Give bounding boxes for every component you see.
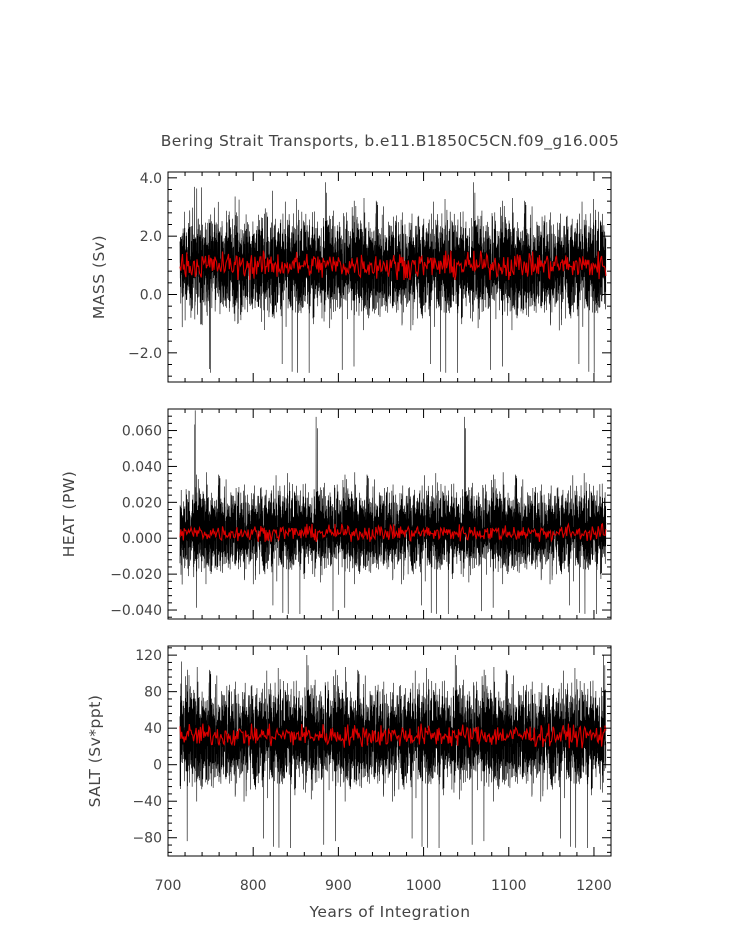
salt-ytick-label: 80 [144,685,162,701]
salt-ytick-label: 0 [153,758,162,774]
salt-ticks: −80 −40 0 40 80 120 [132,646,612,856]
salt-ylabel: SALT (Sv*ppt) [86,695,104,808]
x-tick-label: 800 [240,878,267,894]
heat-ytick-label: 0.020 [122,495,162,511]
chart-title: Bering Strait Transports, b.e11.B1850C5C… [161,132,619,151]
x-axis: 700 800 900 1000 1100 1200 [155,878,612,894]
heat-ytick-label: 0.060 [122,424,162,440]
heat-ytick-label: 0.000 [122,531,162,547]
mass-ytick-label: −2.0 [128,346,162,362]
heat-series-layer [179,410,607,615]
salt-ytick-label: −40 [132,794,162,810]
x-tick-label: 900 [325,878,352,894]
mass-ticks: −2.0 0.0 2.0 4.0 [128,171,612,382]
salt-series-layer [179,654,607,848]
mass-series-layer [179,182,607,373]
heat-ytick-label: −0.040 [110,603,162,619]
mass-panel: −2.0 0.0 2.0 4.0 MASS (Sv) [90,171,612,383]
salt-annual-mean-line [179,723,607,749]
mass-monthly-series-line [179,182,607,373]
heat-frame [167,408,612,620]
x-tick-label: 1100 [491,878,527,894]
mass-ytick-label: 2.0 [140,229,162,245]
salt-monthly-series-line [179,654,607,848]
heat-ticks: −0.040 −0.020 0.000 0.020 0.040 0.060 [110,408,612,619]
heat-monthly-series-line [179,410,607,615]
x-tick-label: 1200 [576,878,612,894]
salt-panel: −80 −40 0 40 80 120 SALT (Sv*ppt) [86,645,612,857]
mass-ylabel: MASS (Sv) [90,235,108,319]
salt-frame [167,645,612,857]
salt-ytick-label: 120 [135,648,162,664]
x-tick-label: 700 [155,878,182,894]
salt-ytick-label: −80 [132,831,162,847]
heat-ylabel: HEAT (PW) [60,471,78,558]
mass-frame [167,171,612,383]
heat-ytick-label: 0.040 [122,459,162,475]
x-tick-label: 1000 [406,878,442,894]
salt-ytick-label: 40 [144,721,162,737]
x-axis-label: Years of Integration [308,903,470,921]
mass-ytick-label: 0.0 [140,288,162,304]
mass-ytick-label: 4.0 [140,171,162,187]
mass-annual-mean-line [179,250,607,281]
heat-panel: −0.040 −0.020 0.000 0.020 0.040 0.060 HEAT (P… [60,408,612,620]
heat-ytick-label: −0.020 [110,567,162,583]
heat-annual-mean-line [179,522,607,543]
